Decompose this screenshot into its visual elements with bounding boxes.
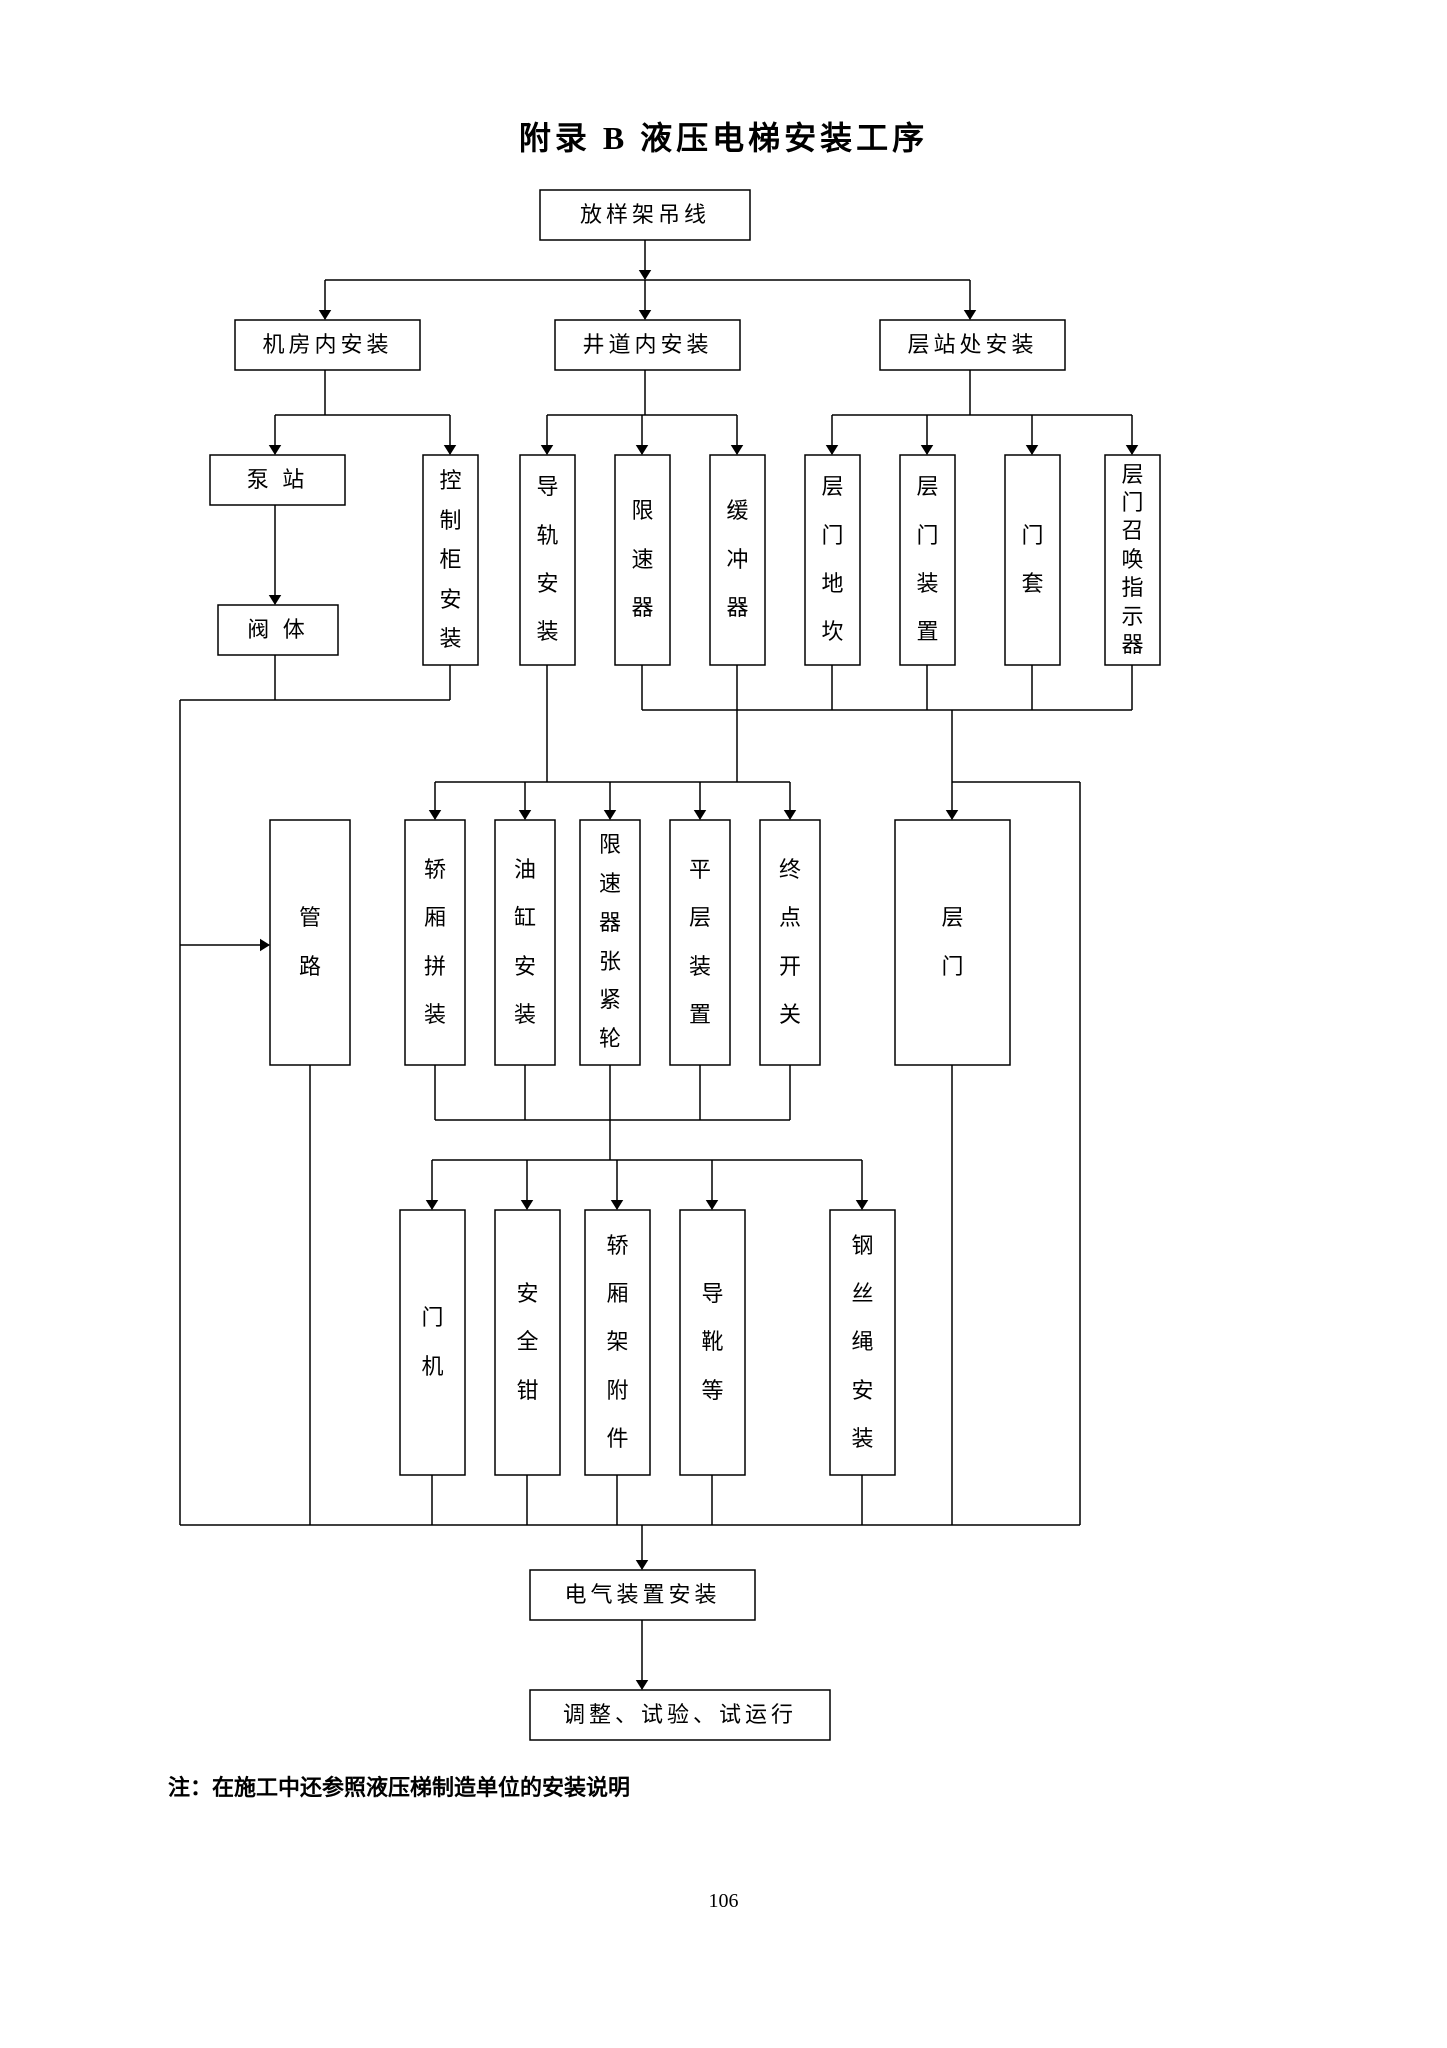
node-n17: 限速器张紧轮 bbox=[580, 820, 640, 1065]
node-n20: 层门 bbox=[895, 820, 1010, 1065]
node-n10: 层门地坎 bbox=[805, 455, 860, 665]
node-n9: 缓冲器 bbox=[710, 455, 765, 665]
node-n6: 控制柜安装 bbox=[423, 455, 478, 665]
node-n5: 阀 体 bbox=[218, 605, 338, 655]
node-n3: 层站处安装 bbox=[880, 320, 1065, 370]
page-number: 106 bbox=[0, 1890, 1447, 1913]
node-n13: 层门召唤指示器 bbox=[1105, 455, 1160, 665]
node-n22: 安全钳 bbox=[495, 1210, 560, 1475]
node-n26: 电气装置安装 bbox=[530, 1570, 755, 1620]
node-n16: 油缸安装 bbox=[495, 820, 555, 1065]
node-n14: 管路 bbox=[270, 820, 350, 1065]
node-n27: 调整、试验、试运行 bbox=[530, 1690, 830, 1740]
node-n19: 终点开关 bbox=[760, 820, 820, 1065]
node-n18: 平层装置 bbox=[670, 820, 730, 1065]
node-n4: 泵 站 bbox=[210, 455, 345, 505]
node-n8: 限速器 bbox=[615, 455, 670, 665]
footnote: 注：在施工中还参照液压梯制造单位的安装说明 bbox=[168, 1770, 630, 1802]
node-n15: 轿厢拼装 bbox=[405, 820, 465, 1065]
node-n23: 轿厢架附件 bbox=[585, 1210, 650, 1475]
node-n25: 钢丝绳安装 bbox=[830, 1210, 895, 1475]
node-n11: 层门装置 bbox=[900, 455, 955, 665]
node-n12: 门套 bbox=[1005, 455, 1060, 665]
node-n24: 导靴等 bbox=[680, 1210, 745, 1475]
node-n7: 导轨安装 bbox=[520, 455, 575, 665]
node-n21: 门机 bbox=[400, 1210, 465, 1475]
page: 附录 B 液压电梯安装工序 放样架吊线机房内安装井道内安装层站处安装泵 站阀 体… bbox=[0, 0, 1447, 2048]
node-n0: 放样架吊线 bbox=[540, 190, 750, 240]
node-n2: 井道内安装 bbox=[555, 320, 740, 370]
node-n1: 机房内安装 bbox=[235, 320, 420, 370]
